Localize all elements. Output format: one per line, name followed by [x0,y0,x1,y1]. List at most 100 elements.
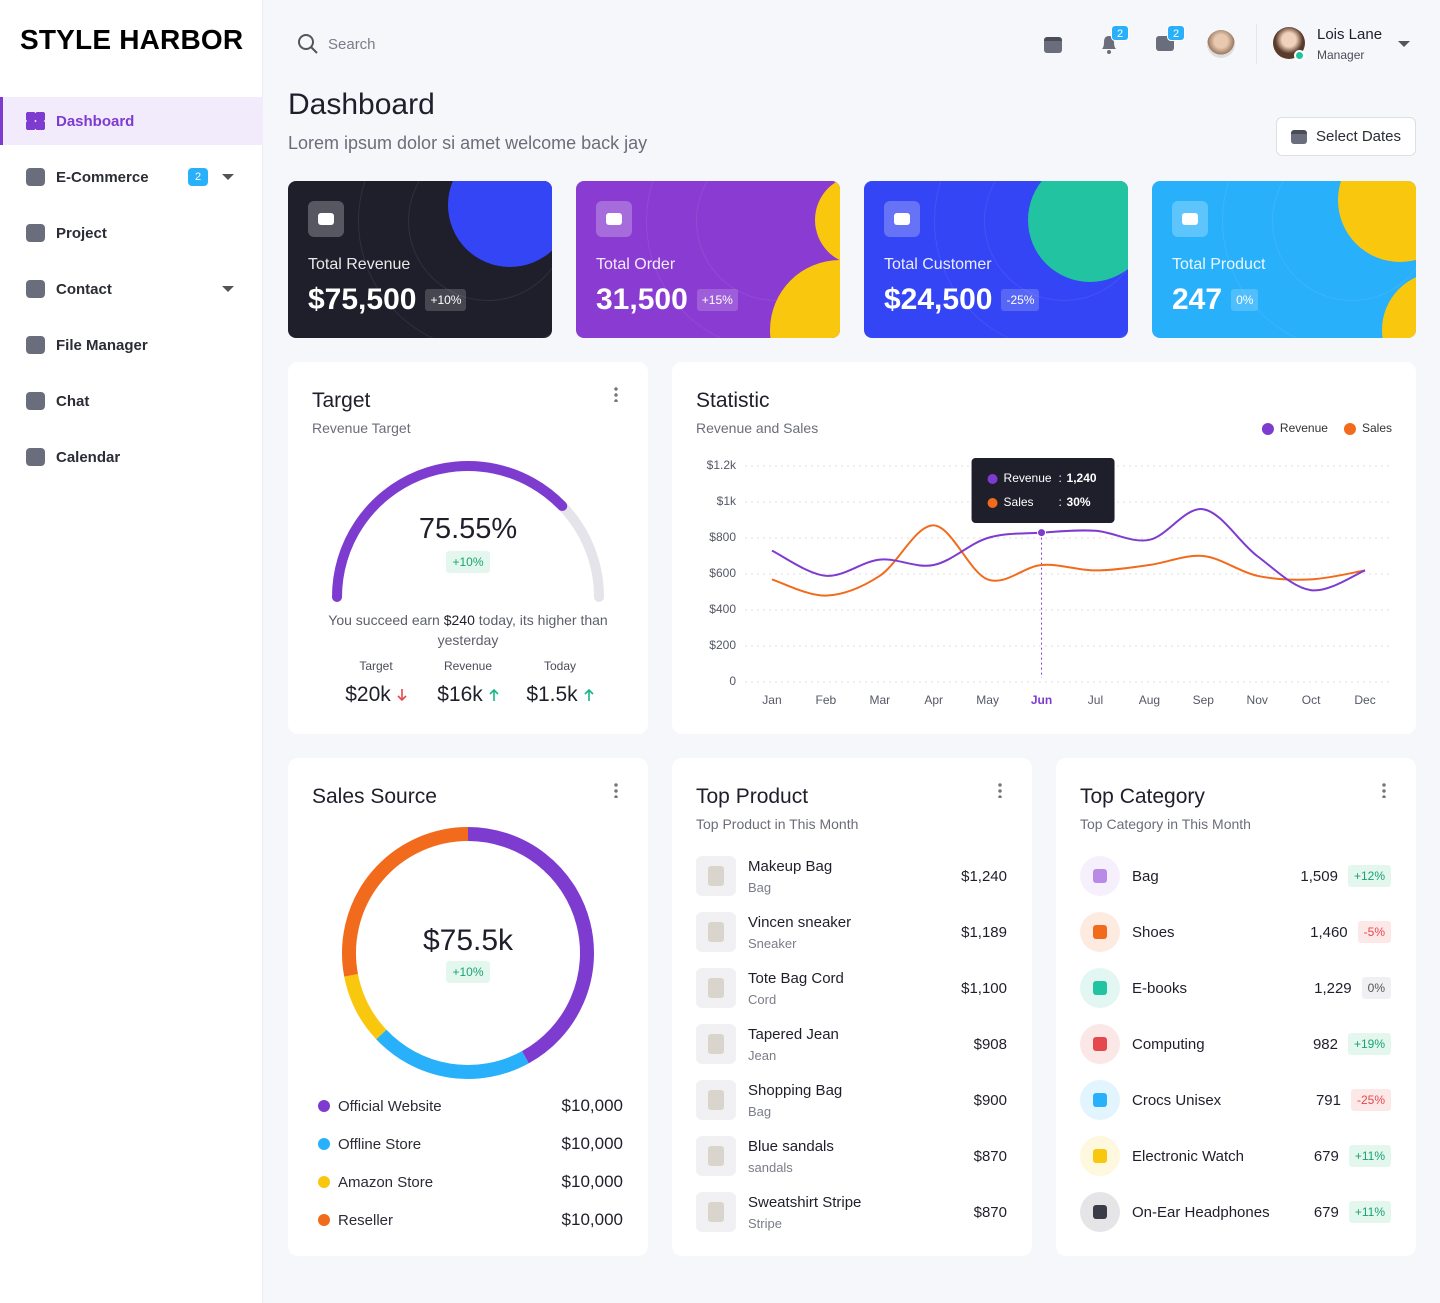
product-row[interactable]: Sweatshirt Stripe Stripe $870 [696,1192,1007,1232]
user-caret[interactable] [1398,41,1410,47]
card-value-row: $75,500 +10% [308,283,467,317]
product-row[interactable]: Shopping Bag Bag $900 [696,1080,1007,1120]
product-name: Makeup Bag [748,857,833,875]
stat-card: Total Order 31,500 +15% [576,181,840,338]
category-row[interactable]: E-books 1,229 0% [1080,968,1391,1008]
calendar-icon[interactable] [1044,37,1062,53]
target-stat: Today $1.5k [510,659,610,707]
menu-button[interactable] [614,386,618,402]
category-row[interactable]: Bag 1,509 +12% [1080,856,1391,896]
category-name: Bag [1132,867,1159,885]
stat-value: $16k [437,683,483,706]
gauge-value: 75.55% [418,513,518,545]
stat-value: $20k [345,683,391,706]
brand[interactable]: STYLE HARBOR [20,24,244,55]
nav-item[interactable]: Dashboard [0,97,263,145]
card-value-row: 31,500 +15% [596,283,738,317]
product-row[interactable]: Tapered Jean Jean $908 [696,1024,1007,1064]
notification-badge: 2 [1111,25,1129,41]
product-row[interactable]: Blue sandals sandals $870 [696,1136,1007,1176]
product-price: $870 [973,1147,1007,1165]
category-row[interactable]: On-Ear Headphones 679 +11% [1080,1192,1391,1232]
panel-title: Sales Source [312,785,437,808]
card-change: -25% [1001,289,1040,311]
category-row[interactable]: Computing 982 +19% [1080,1024,1391,1064]
gauge-change: +10% [446,551,490,573]
product-category: sandals [748,1159,793,1175]
product-name: Sweatshirt Stripe [748,1193,862,1211]
product-category: Sneaker [748,935,797,951]
category-name: Shoes [1132,923,1175,941]
card-icon [596,201,632,237]
category-row[interactable]: Shoes 1,460 -5% [1080,912,1391,952]
stat-value-row: $16k [418,683,518,707]
product-price: $900 [973,1091,1007,1109]
donut-center-value: $75.5k [422,924,514,957]
icon-shape [1093,981,1107,995]
product-thumbnail [696,1024,736,1064]
legend-amount: $10,000 [561,1210,623,1229]
legend-label: Official Website [338,1097,442,1115]
stat-value: $1.5k [526,683,578,706]
product-price: $908 [973,1035,1007,1053]
category-count: 982 [1312,1035,1338,1053]
nav-item[interactable]: File Manager [0,321,263,369]
product-price: $1,100 [961,979,1007,997]
menu-button[interactable] [1382,782,1386,798]
nav-caret[interactable] [222,286,234,292]
panel-title: Top Product [696,785,809,808]
online-dot [1294,50,1305,61]
nav-icon [26,280,45,298]
nav-label: File Manager [56,336,148,354]
nav-icon [26,336,45,354]
product-category: Stripe [748,1215,782,1231]
category-row[interactable]: Electronic Watch 679 +11% [1080,1136,1391,1176]
message-amount: $240 [443,612,475,628]
sidebar: STYLE HARBOR Dashboard E-Commerce 2 Project… [0,0,263,1303]
product-price: $870 [973,1203,1007,1221]
card-value: 31,500 [596,283,688,316]
product-name: Tapered Jean [748,1025,839,1043]
category-count: 1,509 [1300,867,1338,885]
category-change: +19% [1347,1033,1391,1055]
user-name[interactable]: Lois Lane [1317,26,1383,43]
stat-value-row: $20k [326,683,426,707]
trend-arrow [489,688,499,701]
nav-badge: 2 [188,168,208,186]
product-info: Shopping Bag Bag [748,1082,974,1119]
product-info: Tapered Jean Jean [748,1026,974,1063]
category-count: 1,460 [1310,923,1348,941]
donut-center-change: +10% [446,961,490,983]
nav-icon [26,392,45,410]
product-row[interactable]: Vincen sneaker Sneaker $1,189 [696,912,1007,952]
select-dates-button[interactable]: Select Dates [1276,117,1416,156]
nav-label: Chat [56,392,90,410]
product-category: Jean [748,1047,777,1063]
product-row[interactable]: Makeup Bag Bag $1,240 [696,856,1007,896]
stat-value-row: $1.5k [510,683,610,707]
nav-caret[interactable] [222,174,234,180]
menu-button[interactable] [614,782,618,798]
nav-item[interactable]: E-Commerce 2 [0,153,263,201]
mail-badge: 2 [1167,25,1185,41]
nav-item[interactable]: Chat [0,377,263,425]
nav-item[interactable]: Contact [0,265,263,313]
card-label: Total Revenue [308,256,411,273]
category-count: 679 [1313,1203,1339,1221]
menu-button[interactable] [998,782,1002,798]
product-row[interactable]: Tote Bag Cord Cord $1,100 [696,968,1007,1008]
product-name: Vincen sneaker [748,913,852,931]
card-label: Total Product [1172,256,1266,273]
icon-shape [1093,925,1107,939]
nav-item[interactable]: Calendar [0,433,263,481]
app-avatar[interactable] [1207,30,1235,58]
top-category-panel: Top Category Top Category in This Month … [1056,758,1416,1256]
category-row[interactable]: Crocs Unisex 791 -25% [1080,1080,1391,1120]
nav-label: Dashboard [56,112,135,130]
legend-row: Amazon Store $10,000 [312,1170,623,1194]
search-input[interactable]: Search [328,36,376,53]
legend-amount: $10,000 [561,1096,623,1115]
product-thumbnail [696,968,736,1008]
nav-item[interactable]: Project [0,209,263,257]
